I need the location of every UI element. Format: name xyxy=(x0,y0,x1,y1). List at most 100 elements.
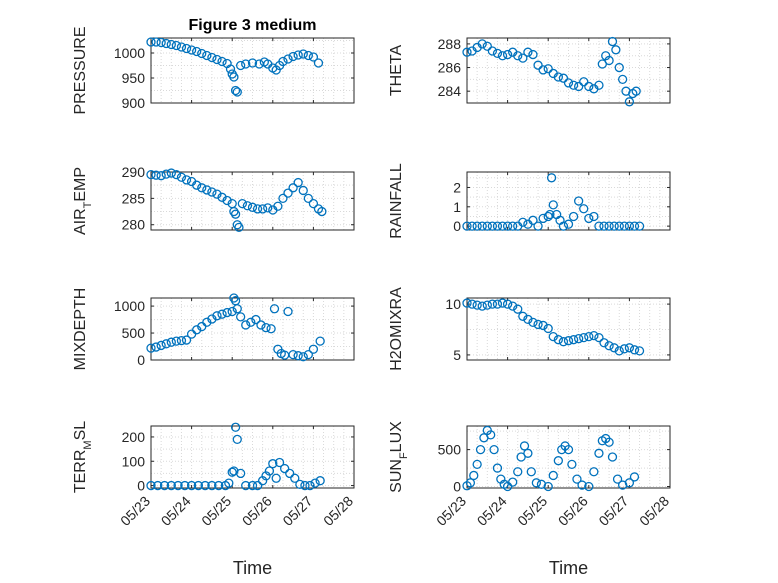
y-tick-label: 100 xyxy=(122,453,146,469)
x-tick-label: 05/25 xyxy=(198,493,234,529)
y-axis-label-group: TERRMSL xyxy=(72,421,94,493)
data-point xyxy=(308,52,319,62)
data-point xyxy=(232,87,242,97)
data-point xyxy=(234,222,244,233)
data-point xyxy=(604,221,614,231)
data-point xyxy=(497,221,508,231)
data-point xyxy=(508,301,518,311)
data-point xyxy=(176,172,187,182)
data-point xyxy=(269,304,280,314)
data-point xyxy=(146,480,156,491)
data-point xyxy=(472,221,482,231)
data-point xyxy=(548,331,558,342)
data-point xyxy=(528,215,538,225)
y-tick-label: 500 xyxy=(122,325,146,341)
y-axis-label: SUNFLUX xyxy=(388,421,410,493)
data-point xyxy=(589,211,599,222)
data-point xyxy=(546,173,557,183)
data-point xyxy=(227,306,237,317)
data-point xyxy=(475,444,486,455)
data-point xyxy=(624,343,635,353)
data-point xyxy=(166,337,176,347)
y-axis-label: RAINFALL xyxy=(388,163,405,239)
data-point xyxy=(313,58,324,68)
data-point xyxy=(467,221,477,231)
data-point xyxy=(308,198,319,209)
data-point xyxy=(574,334,584,344)
data-point xyxy=(264,466,275,476)
data-point xyxy=(303,50,313,61)
data-point xyxy=(502,49,513,60)
data-point xyxy=(482,41,492,51)
data-point xyxy=(236,468,246,479)
data-point xyxy=(482,221,492,231)
axes-box xyxy=(150,297,355,361)
data-point xyxy=(225,64,236,74)
data-point xyxy=(171,336,182,346)
data-point xyxy=(609,343,619,353)
data-point xyxy=(467,299,477,309)
data-point xyxy=(197,48,207,59)
data-point xyxy=(298,49,308,59)
y-axis-label-group: RAINFALL xyxy=(388,163,405,239)
data-point xyxy=(180,480,190,491)
data-point xyxy=(594,448,604,458)
x-tick-label: 05/23 xyxy=(433,493,469,529)
chart-title: Figure 3 medium xyxy=(188,17,316,34)
y-axis-label: MIXDEPTH xyxy=(72,288,89,371)
data-point xyxy=(487,221,498,231)
data-point xyxy=(497,51,508,61)
data-point xyxy=(486,430,496,440)
data-point xyxy=(156,37,166,48)
data-point xyxy=(288,51,298,62)
data-point xyxy=(513,51,523,61)
axes-box xyxy=(150,171,355,231)
data-point xyxy=(492,221,503,231)
data-point xyxy=(472,459,482,470)
data-point xyxy=(462,47,472,57)
data-point xyxy=(310,478,320,488)
data-point xyxy=(146,169,156,180)
data-point xyxy=(192,180,202,190)
data-point xyxy=(146,343,156,353)
data-point xyxy=(538,320,548,331)
subplot-air-temp: 280 285 290 AIRTEMP xyxy=(72,164,355,235)
data-point xyxy=(274,457,285,468)
data-point xyxy=(487,46,498,56)
data-point xyxy=(568,80,579,90)
data-point xyxy=(212,54,222,65)
data-point xyxy=(502,221,513,231)
data-point xyxy=(624,478,635,488)
data-point xyxy=(492,463,503,473)
data-point xyxy=(192,46,202,57)
data-point xyxy=(298,185,308,196)
subplot-mixdepth: 0 500 1000 MIXDEPTH xyxy=(72,288,355,371)
data-point xyxy=(462,221,472,231)
data-point xyxy=(624,97,635,107)
y-tick-label: 5 xyxy=(453,347,461,363)
data-point xyxy=(584,213,594,224)
data-point xyxy=(237,198,248,209)
y-tick-label: 900 xyxy=(122,95,146,111)
y-tick-label: 288 xyxy=(438,36,462,52)
data-point xyxy=(543,323,553,334)
x-tick-label: 05/23 xyxy=(117,493,153,529)
data-point xyxy=(252,204,263,214)
data-point xyxy=(599,338,609,348)
data-point xyxy=(283,54,293,64)
data-point xyxy=(192,325,202,335)
data-point xyxy=(599,221,609,231)
data-point xyxy=(156,171,166,181)
y-tick-label: 286 xyxy=(438,60,462,76)
data-point xyxy=(492,48,503,59)
data-point xyxy=(171,169,182,180)
data-point xyxy=(252,480,263,491)
data-point xyxy=(611,45,621,55)
data-point xyxy=(604,341,614,351)
data-point xyxy=(579,77,589,87)
data-point xyxy=(279,463,290,474)
data-point xyxy=(487,299,498,309)
data-point xyxy=(300,480,310,491)
x-tick-label: 05/28 xyxy=(636,493,672,529)
data-point xyxy=(305,480,315,491)
